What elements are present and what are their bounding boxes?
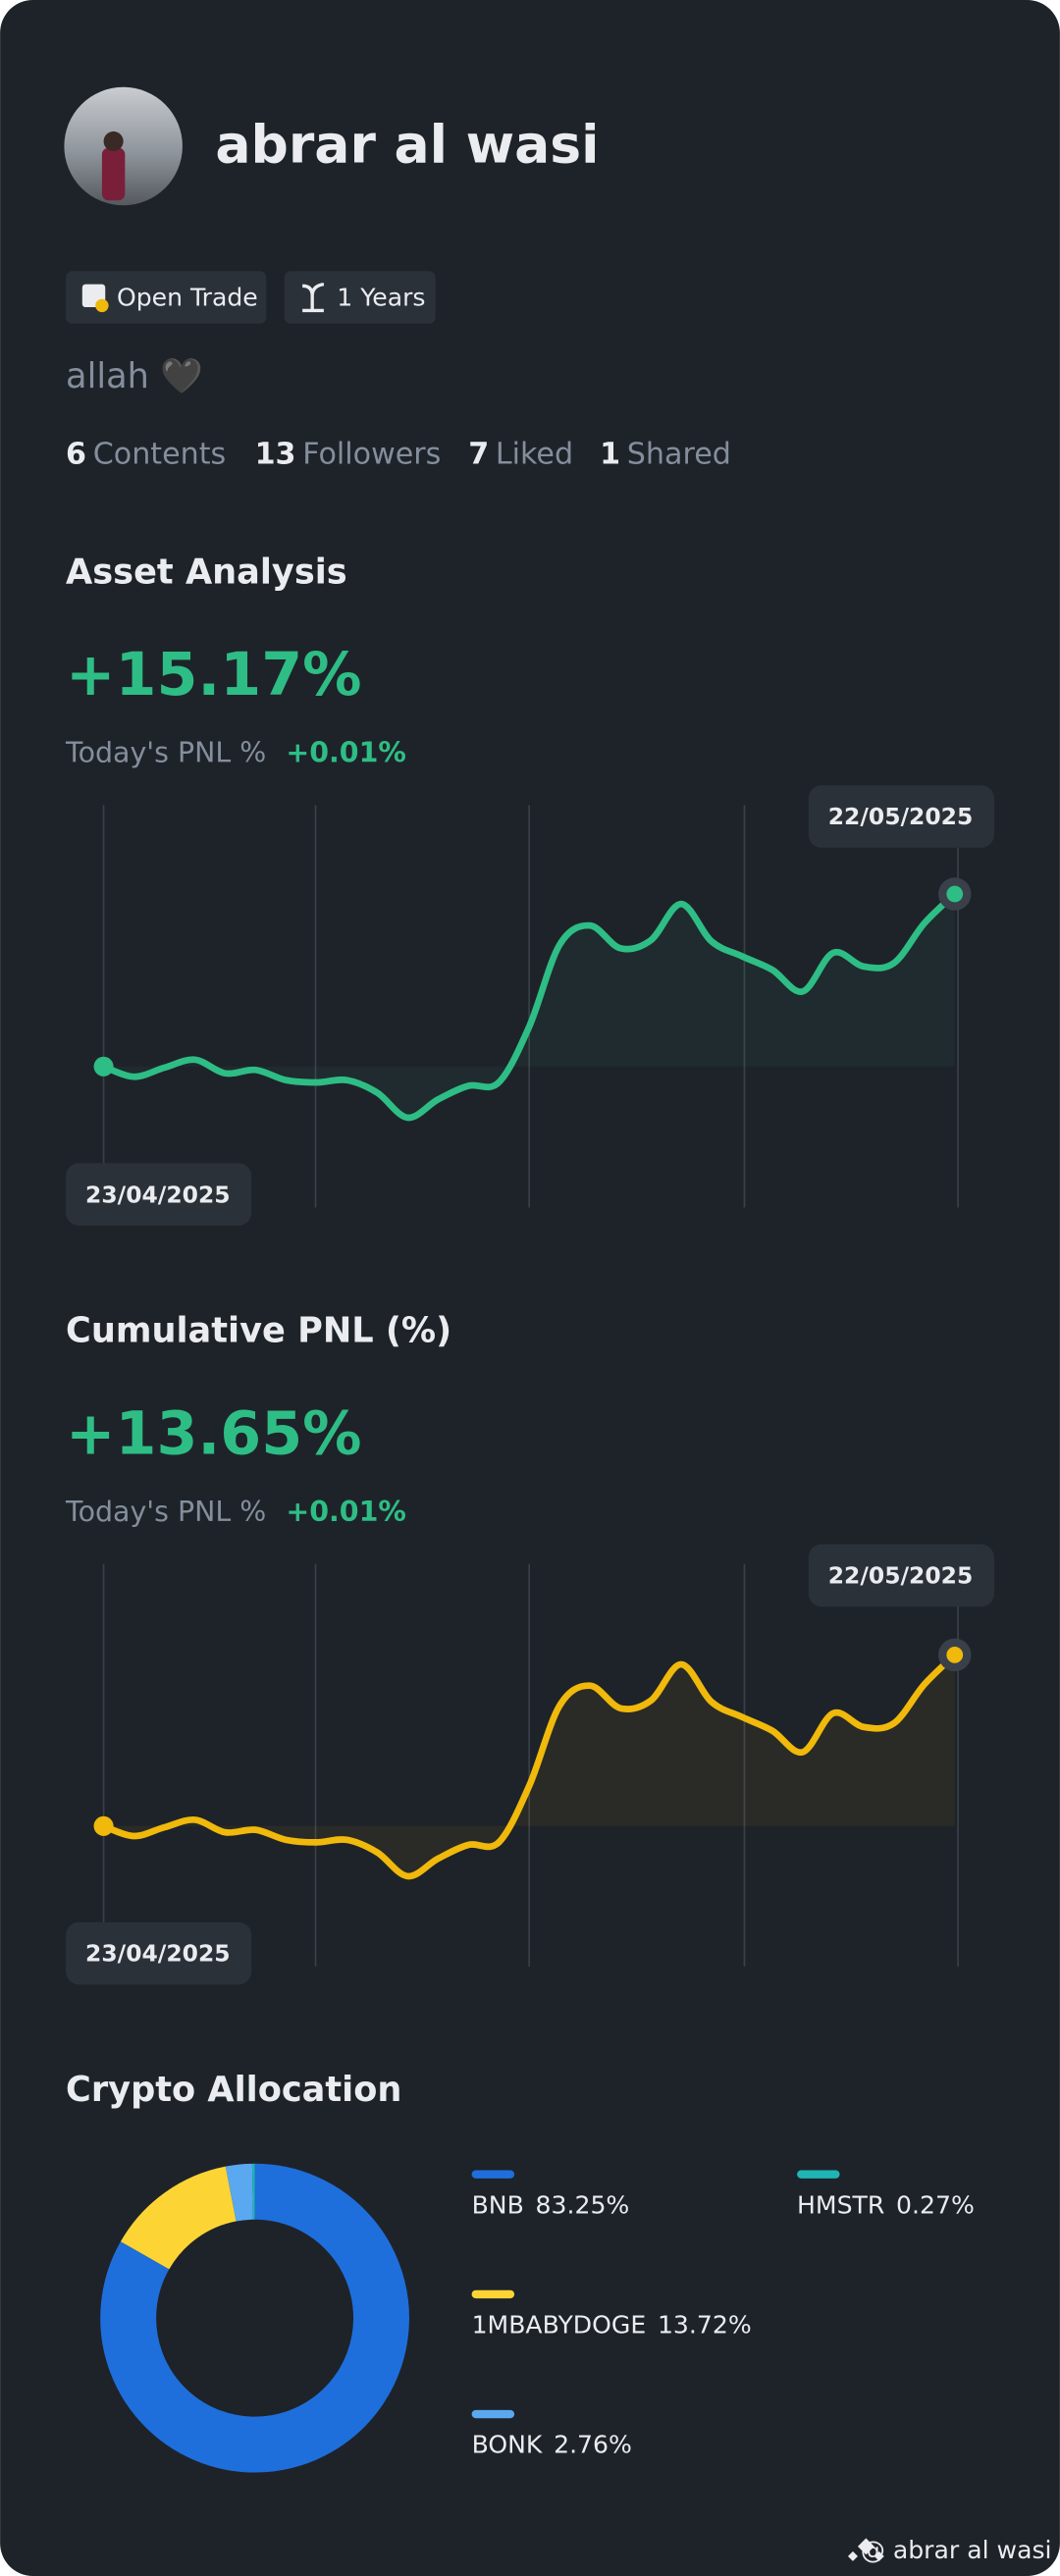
headline: +15.17%	[66, 641, 361, 710]
footer: @ abrar al wasi	[861, 2536, 1052, 2564]
stat-label: Contents	[93, 437, 227, 471]
legend-entry: 1MBABYDOGE 13.72%	[472, 2311, 752, 2339]
stat: 1 Shared	[600, 437, 731, 471]
end-date: 22/05/2025	[828, 803, 974, 830]
profile-name: abrar al wasi	[215, 113, 599, 175]
legend-value: 83.25%	[536, 2190, 630, 2219]
legend-name: BNB	[472, 2190, 524, 2219]
legend-name: BONK	[472, 2431, 543, 2459]
legend-name: 1MBABYDOGE	[472, 2311, 647, 2339]
badge-label: 1 Years	[337, 284, 425, 312]
legend-name: HMSTR	[797, 2190, 884, 2219]
legend-value: 0.27%	[896, 2190, 975, 2219]
start-date: 23/04/2025	[85, 1181, 231, 1208]
legend-value: 2.76%	[554, 2431, 632, 2459]
logo	[847, 2538, 884, 2561]
badge-label: Open Trade	[117, 284, 258, 312]
badge	[66, 271, 267, 324]
area	[103, 1655, 955, 1876]
section-title: Cumulative PNL (%)	[66, 1311, 451, 1351]
legend-swatch	[471, 2289, 515, 2299]
stat: 6 Contents	[66, 437, 226, 471]
stat-label: Shared	[627, 437, 731, 471]
badge-icon	[302, 282, 325, 313]
stats: 6 Contents 13 Followers 7 Liked 1 Shared	[66, 437, 731, 471]
date-chip	[808, 785, 994, 848]
donut-segment	[120, 2166, 238, 2271]
stat-value: 7	[468, 437, 489, 471]
area	[103, 894, 955, 1119]
start-point	[93, 1056, 114, 1077]
legend-entry: BNB 83.25%	[472, 2190, 630, 2219]
donut-segment	[225, 2163, 254, 2222]
bio: allah 🖤	[66, 356, 203, 396]
today-value: +0.01%	[286, 1496, 405, 1528]
start-point	[93, 1815, 114, 1836]
stat-label: Followers	[302, 437, 441, 471]
legend-swatch	[797, 2170, 840, 2179]
start-date: 23/04/2025	[85, 1940, 231, 1968]
stat-value: 1	[600, 437, 620, 471]
stat: 7 Liked	[468, 437, 573, 471]
legend-entry: HMSTR 0.27%	[797, 2190, 975, 2219]
date-chip	[66, 1921, 252, 1985]
donut-segment	[100, 2163, 409, 2473]
stat-value: 6	[66, 437, 86, 471]
badge-icon	[95, 298, 109, 313]
end-point	[946, 1647, 964, 1663]
headline: +13.65%	[66, 1399, 361, 1468]
today-label: Today's PNL %	[65, 1496, 266, 1528]
legend-swatch	[471, 2170, 515, 2179]
end-point	[946, 885, 964, 903]
line	[100, 890, 959, 1122]
legend-swatch	[471, 2409, 515, 2419]
date-chip	[66, 1163, 252, 1226]
stat: 13 Followers	[255, 437, 442, 471]
avatar	[64, 86, 183, 206]
date-chip	[808, 1544, 994, 1607]
end-date: 22/05/2025	[828, 1562, 974, 1590]
line	[100, 1652, 959, 1880]
legend-value: 13.72%	[658, 2311, 752, 2339]
stat-label: Liked	[496, 437, 573, 471]
today-value: +0.01%	[286, 736, 405, 768]
section-title: Asset Analysis	[66, 552, 347, 592]
today-label: Today's PNL %	[65, 736, 266, 768]
section-title: Crypto Allocation	[66, 2070, 401, 2110]
stat-value: 13	[255, 437, 296, 471]
legend-entry: BONK 2.76%	[472, 2431, 632, 2459]
